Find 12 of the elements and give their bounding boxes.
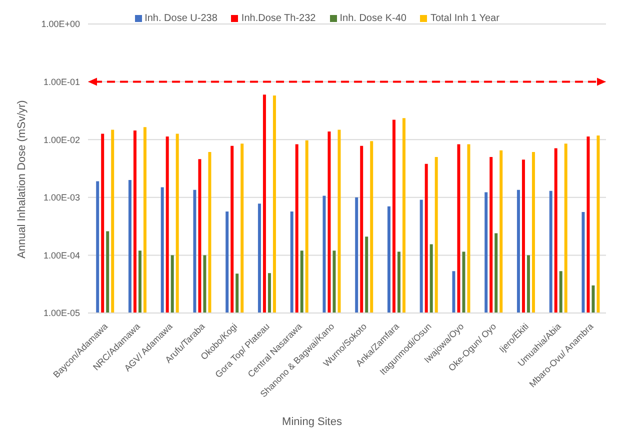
legend-label: Inh. Dose K-40	[340, 13, 406, 24]
y-tick-label: 1.00E-03	[43, 192, 80, 203]
legend-label: Total Inh 1 Year	[430, 13, 500, 24]
y-tick-label: 1.00E-04	[43, 250, 80, 260]
y-tick-label: 1.00E+00	[41, 19, 80, 30]
legend-label: Inh.Dose Th-232	[241, 13, 316, 24]
y-tick-label: 1.00E-02	[43, 134, 80, 145]
y-tick-label: 1.00E-05	[43, 308, 80, 318]
legend-label: Inh. Dose U-238	[144, 13, 218, 24]
y-axis-title: Annual Inhalation Dose (mSv/yr)	[16, 100, 28, 258]
x-axis-title: Mining Sites	[281, 416, 343, 428]
y-tick-label: 1.00E-01	[43, 76, 80, 87]
